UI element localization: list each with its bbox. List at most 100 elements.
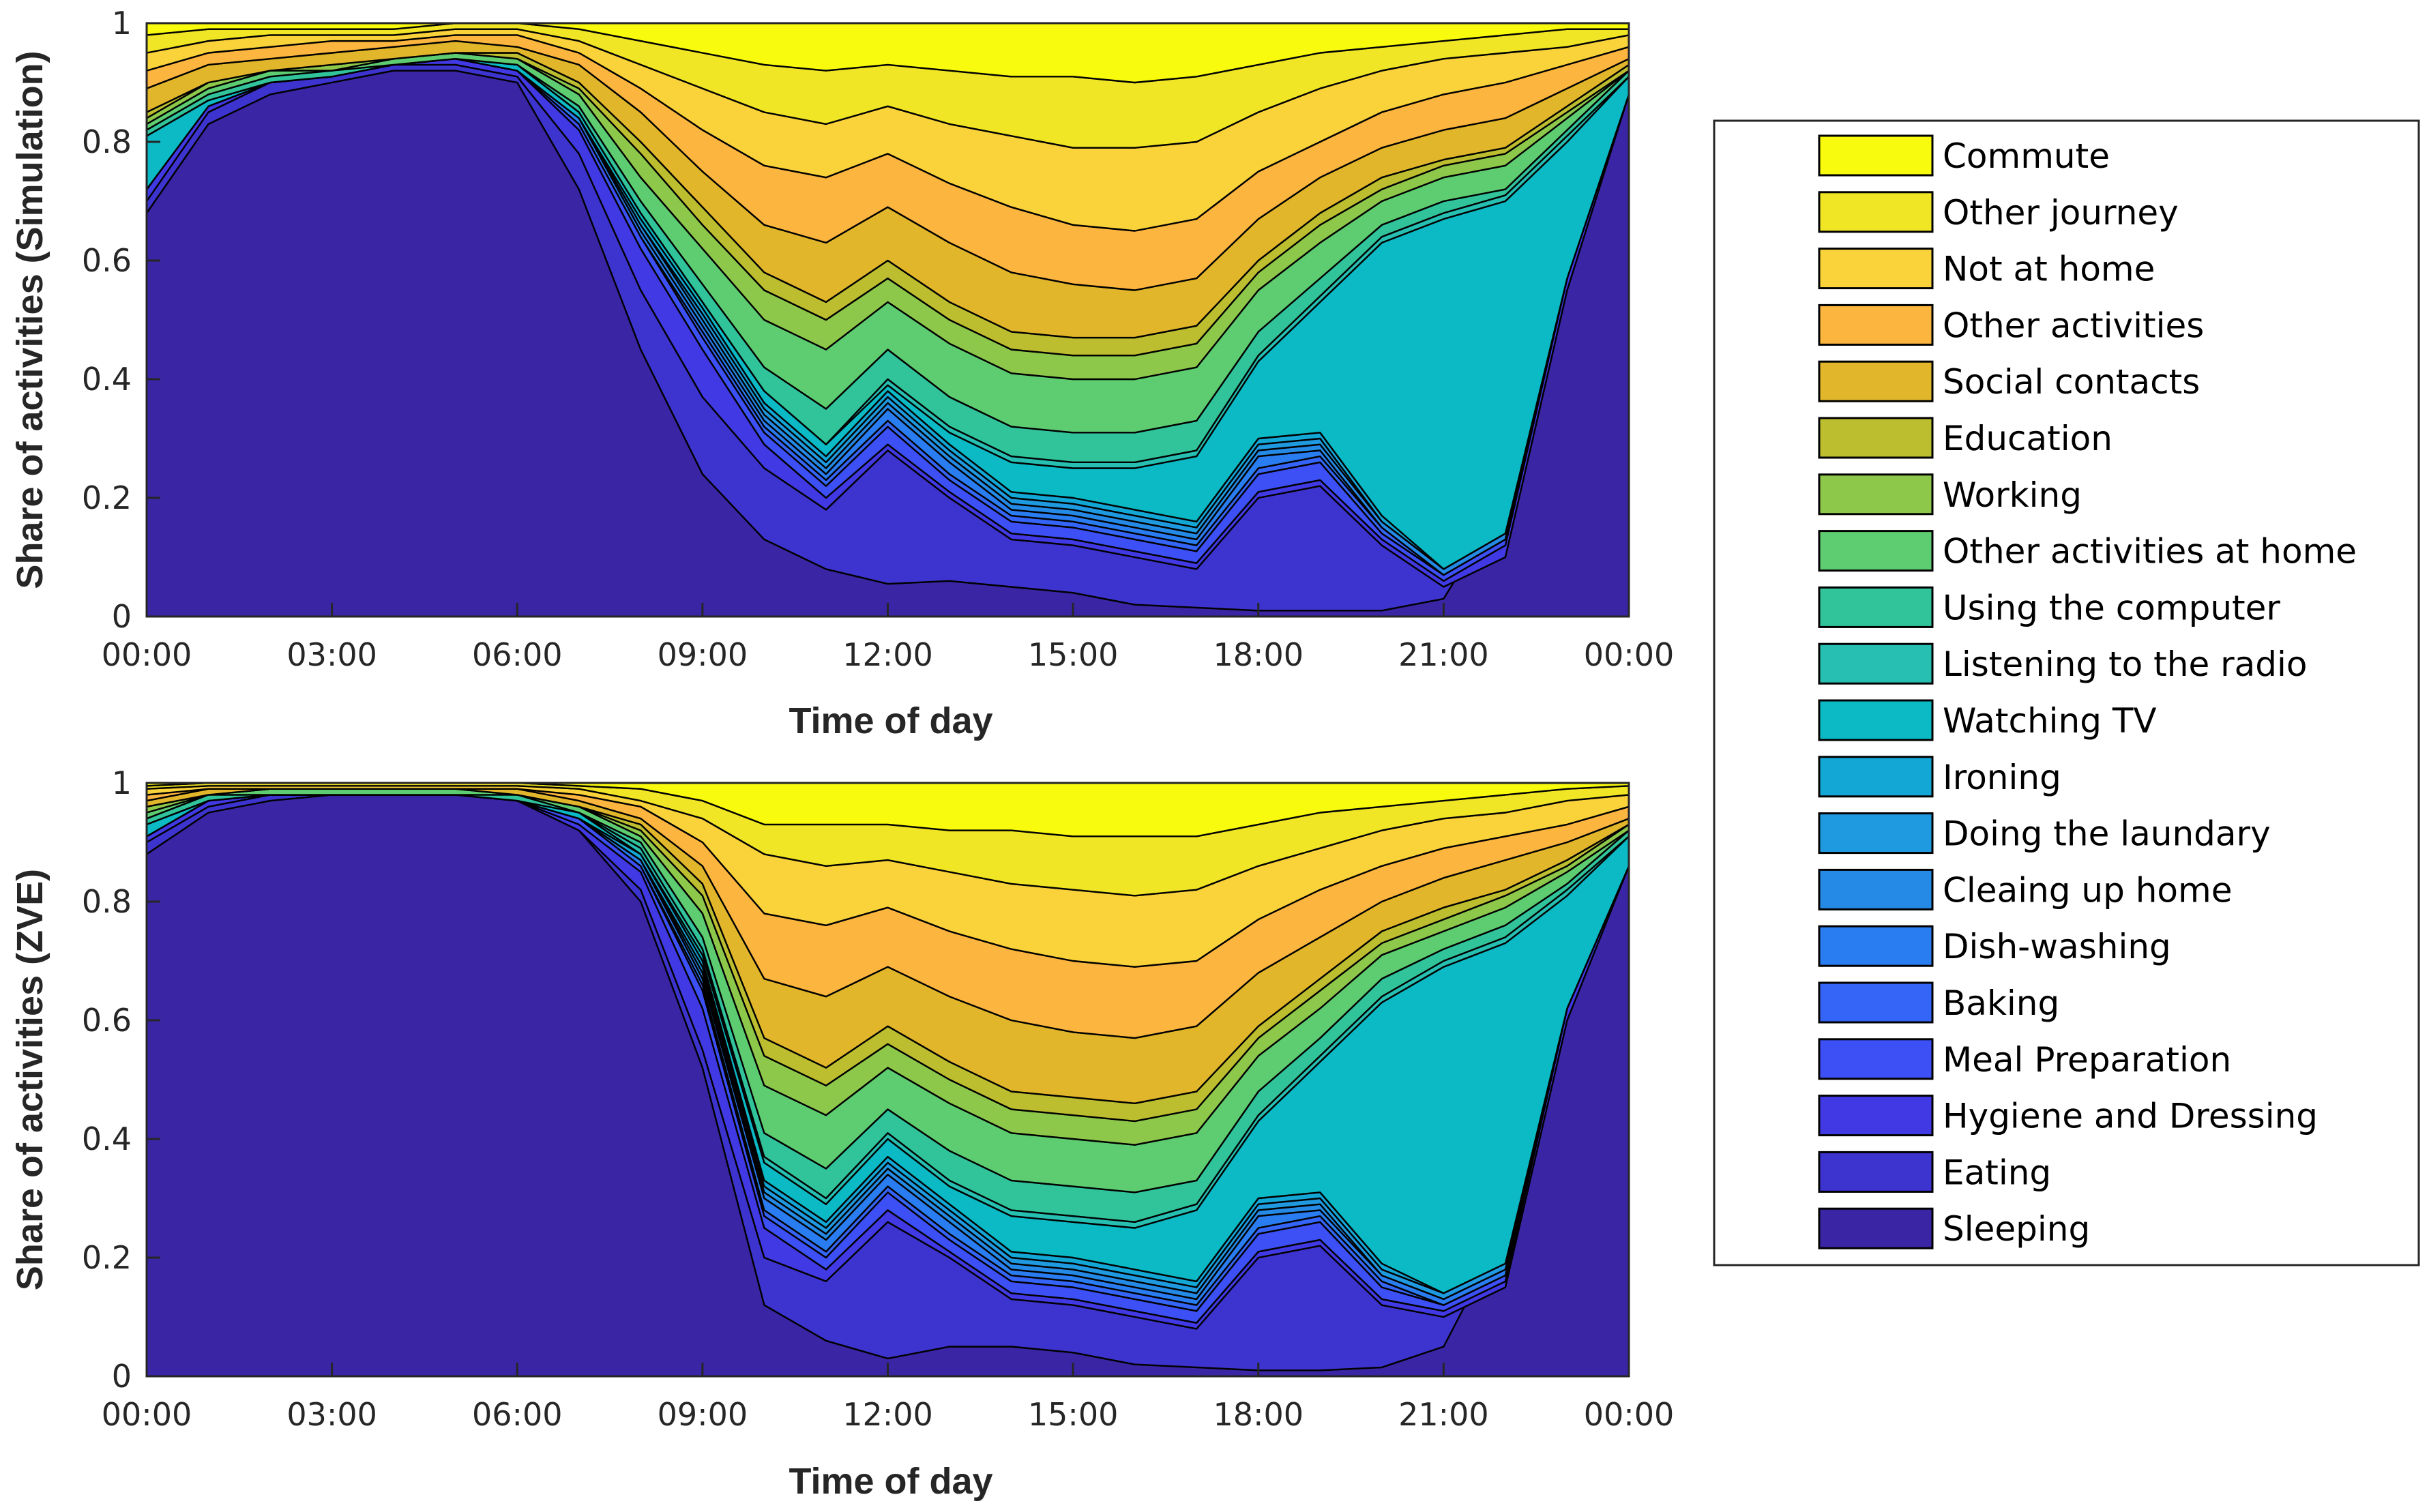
x-axis: 00:00 03:00 06:00 09:00 12:00 15:00 18:00 21:00… <box>102 603 1675 673</box>
legend-item-cleaing-up-home: Cleaing up home <box>1818 868 2233 910</box>
legend-label: Dish-washing <box>1943 927 2171 966</box>
y-axis-title: Share of activities (ZVE) <box>10 869 50 1290</box>
legend-label: Commute <box>1943 136 2110 176</box>
x-tick-label: 00:00 <box>1584 636 1675 673</box>
x-tick-label: 06:00 <box>472 1396 563 1433</box>
legend-label: Working <box>1943 475 2082 515</box>
y-tick-label: 0.6 <box>82 242 132 279</box>
legend: Commute Other journey Not at home Other act… <box>1713 119 2420 1266</box>
legend-item-commute: Commute <box>1818 134 2110 177</box>
legend-label: Doing the laundary <box>1943 814 2271 854</box>
x-tick-label: 00:00 <box>1584 1396 1675 1433</box>
x-tick-label: 21:00 <box>1398 636 1489 673</box>
chart-simulation: 0 0.2 0.4 0.6 0.8 1 00:00 03:00 06:00 09:00 12:00… <box>10 5 1674 741</box>
x-tick-label: 03:00 <box>286 636 377 673</box>
y-axis: 0 0.2 0.4 0.6 0.8 1 <box>82 5 160 635</box>
x-tick-label: 12:00 <box>842 636 933 673</box>
legend-label: Social contacts <box>1943 362 2200 402</box>
legend-swatch <box>1818 530 1934 572</box>
legend-label: Cleaing up home <box>1943 870 2233 910</box>
legend-label: Other activities at home <box>1943 532 2357 572</box>
legend-label: Other activities <box>1943 306 2204 345</box>
y-tick-label: 0.4 <box>82 361 132 398</box>
legend-item-other-activities-at-home: Other activities at home <box>1818 530 2357 572</box>
legend-item-hygiene-and-dressing: Hygiene and Dressing <box>1818 1095 2318 1137</box>
legend-swatch <box>1818 360 1934 402</box>
legend-swatch <box>1818 981 1934 1024</box>
x-tick-label: 09:00 <box>658 636 748 673</box>
legend-swatch <box>1818 1207 1934 1249</box>
stacked-area-bands <box>145 782 1630 1378</box>
legend-item-dish-washing: Dish-washing <box>1818 925 2171 967</box>
x-tick-label: 03:00 <box>286 1396 377 1433</box>
legend-item-meal-preparation: Meal Preparation <box>1818 1038 2231 1080</box>
y-tick-label: 1 <box>112 765 132 801</box>
y-tick-label: 0.2 <box>82 1239 132 1276</box>
legend-label: Hygiene and Dressing <box>1943 1097 2318 1136</box>
y-tick-label: 0 <box>112 598 132 635</box>
legend-swatch <box>1818 473 1934 516</box>
legend-swatch <box>1818 756 1934 798</box>
legend-label: Eating <box>1943 1153 2051 1192</box>
legend-swatch <box>1818 1038 1934 1080</box>
legend-item-doing-the-laundary: Doing the laundary <box>1818 812 2271 855</box>
legend-label: Ironing <box>1943 758 2061 797</box>
legend-item-sleeping: Sleeping <box>1818 1207 2090 1249</box>
x-axis: 00:00 03:00 06:00 09:00 12:00 15:00 18:00 21:00… <box>102 1363 1675 1433</box>
stacked-area-bands <box>145 22 1630 618</box>
y-tick-label: 0.8 <box>82 123 132 160</box>
x-tick-label: 09:00 <box>658 1396 748 1433</box>
x-axis-title: Time of day <box>789 700 992 741</box>
y-tick-label: 1 <box>112 5 132 42</box>
x-axis-title: Time of day <box>789 1461 992 1502</box>
legend-item-social-contacts: Social contacts <box>1818 360 2200 402</box>
legend-item-working: Working <box>1818 473 2082 516</box>
x-tick-label: 15:00 <box>1028 1396 1119 1433</box>
legend-label: Listening to the radio <box>1943 644 2308 684</box>
legend-swatch <box>1818 642 1934 685</box>
x-tick-label: 18:00 <box>1213 1396 1304 1433</box>
x-tick-label: 21:00 <box>1398 1396 1489 1433</box>
legend-label: Watching TV <box>1943 701 2157 741</box>
legend-item-other-activities: Other activities <box>1818 303 2204 346</box>
x-tick-label: 00:00 <box>102 636 192 673</box>
legend-swatch <box>1818 1151 1934 1193</box>
legend-swatch <box>1818 586 1934 628</box>
legend-item-education: Education <box>1818 417 2113 459</box>
y-tick-label: 0.8 <box>82 883 132 920</box>
legend-swatch <box>1818 417 1934 459</box>
legend-frame <box>1713 119 2420 1266</box>
legend-swatch <box>1818 868 1934 910</box>
legend-item-watching-tv: Watching TV <box>1818 699 2157 741</box>
x-tick-label: 18:00 <box>1213 636 1304 673</box>
y-tick-label: 0.4 <box>82 1121 132 1157</box>
x-tick-label: 15:00 <box>1028 636 1119 673</box>
legend-item-not-at-home: Not at home <box>1818 248 2155 290</box>
legend-swatch <box>1818 925 1934 967</box>
legend-label: Other journey <box>1943 193 2179 233</box>
chart-zve: 0 0.2 0.4 0.6 0.8 1 00:00 03:00 06:00 09:00 12:00… <box>10 765 1674 1502</box>
legend-label: Sleeping <box>1943 1209 2090 1249</box>
x-tick-label: 12:00 <box>842 1396 933 1433</box>
legend-swatch <box>1818 248 1934 290</box>
legend-label: Education <box>1943 419 2113 458</box>
legend-swatch <box>1818 1095 1934 1137</box>
x-tick-label: 00:00 <box>102 1396 192 1433</box>
legend-label: Baking <box>1943 983 2059 1023</box>
y-axis: 0 0.2 0.4 0.6 0.8 1 <box>82 765 160 1395</box>
legend-swatch <box>1818 191 1934 233</box>
legend-item-eating: Eating <box>1818 1151 2051 1193</box>
legend-items: Commute Other journey Not at home Other act… <box>1818 134 2357 1249</box>
y-tick-label: 0.6 <box>82 1002 132 1039</box>
legend-label: Meal Preparation <box>1943 1040 2231 1080</box>
y-tick-label: 0 <box>112 1358 132 1395</box>
y-axis-title: Share of activities (Simulation) <box>10 50 50 589</box>
legend-item-using-the-computer: Using the computer <box>1818 586 2280 628</box>
legend-swatch <box>1818 699 1934 741</box>
x-tick-label: 06:00 <box>472 636 563 673</box>
legend-item-other-journey: Other journey <box>1818 191 2179 233</box>
legend-swatch <box>1818 134 1934 177</box>
legend-item-listening-to-the-radio: Listening to the radio <box>1818 642 2308 685</box>
legend-item-baking: Baking <box>1818 981 2059 1024</box>
